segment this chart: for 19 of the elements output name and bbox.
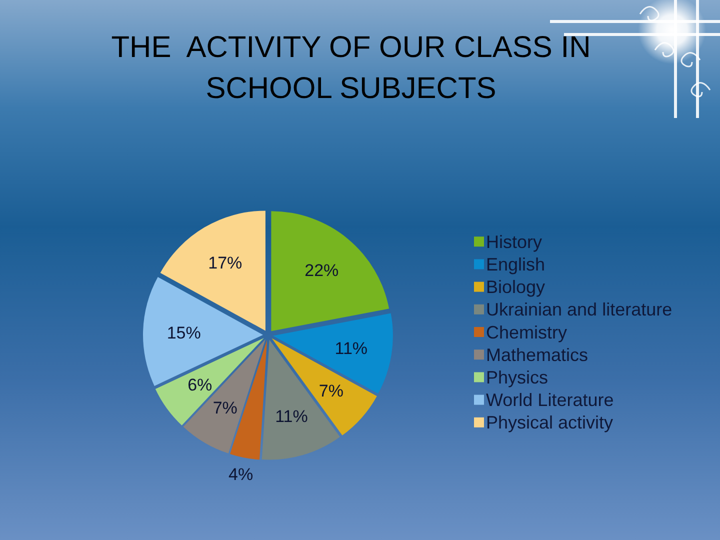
legend-label: Physical activity <box>486 412 614 433</box>
data-label: 6% <box>188 375 212 394</box>
data-label: 7% <box>212 398 238 418</box>
data-label: 22% <box>304 261 339 280</box>
legend-label: Physics <box>486 368 548 388</box>
legend-label: English <box>486 254 546 274</box>
legend-label: Chemistry <box>486 322 568 342</box>
legend-label: Mathematics <box>486 344 588 365</box>
legend-label: World Literature <box>486 390 614 410</box>
legend-label: History <box>486 232 542 252</box>
data-label: 15% <box>166 323 201 342</box>
legend-label: Ukrainian and literature <box>486 300 672 320</box>
data-label: 11% <box>275 406 308 426</box>
legend-label: Biology <box>486 277 546 298</box>
data-label: 11% <box>334 339 368 358</box>
data-label: 4% <box>228 464 254 484</box>
data-label: 17% <box>208 253 242 272</box>
chart-title: THE ACTIVITY OF OUR CLASS IN SCHOOL SUBJECTS <box>111 31 591 105</box>
data-label: 7% <box>318 382 344 401</box>
